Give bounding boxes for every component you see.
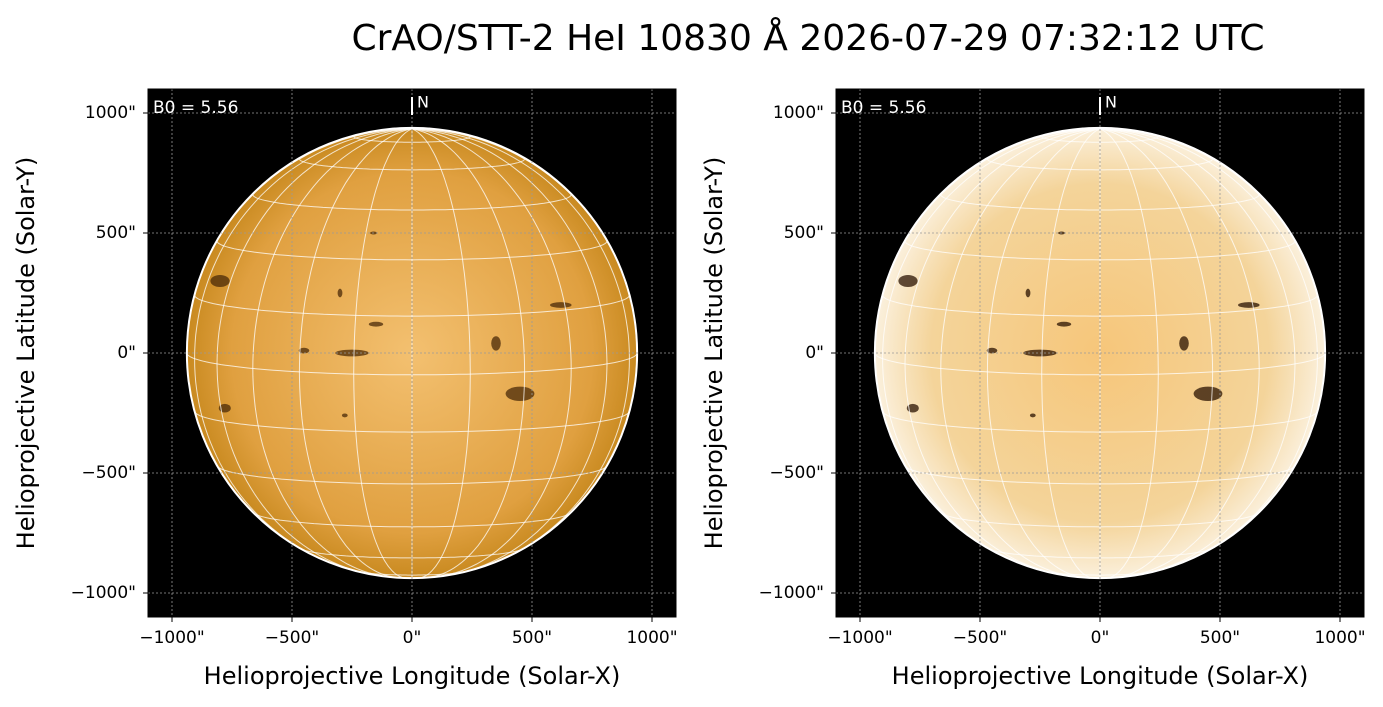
x-tick-label: −500" — [265, 628, 320, 648]
north-label: N — [417, 93, 429, 112]
heliographic-grid — [905, 465, 1295, 485]
x-axis-label: Helioprojective Longitude (Solar-X) — [892, 662, 1309, 690]
figure-title: CrAO/STT-2 HeI 10830 Å 2026-07-29 07:32:… — [351, 16, 1264, 59]
annotation: B0 = 5.56 — [153, 98, 238, 118]
heliographic-grid — [882, 411, 1318, 433]
north-label: N — [1105, 93, 1117, 112]
dark-feature — [1056, 321, 1072, 327]
heliographic-grid — [411, 128, 471, 579]
heliographic-grid — [194, 128, 413, 564]
heliographic-grid — [1099, 128, 1214, 578]
heliographic-grid — [216, 240, 608, 261]
dark-feature — [368, 321, 384, 327]
x-tick-label: −500" — [953, 628, 1008, 648]
y-tick-label: 500" — [784, 223, 824, 243]
dark-feature — [298, 347, 310, 354]
heliographic-grid — [1099, 128, 1318, 564]
heliographic-grid — [986, 128, 1101, 578]
dark-feature — [341, 413, 348, 418]
y-tick-label: 1000" — [773, 103, 824, 123]
heliographic-grid — [904, 128, 1101, 575]
axes-frame — [147, 88, 677, 618]
dark-feature — [986, 347, 998, 354]
heliographic-grid — [411, 128, 630, 564]
heliographic-grid — [194, 411, 630, 433]
dark-feature — [210, 275, 230, 287]
heliographic-grid — [1099, 128, 1159, 579]
dark-feature — [337, 288, 343, 298]
heliographic-grid — [411, 128, 526, 578]
x-tick-label: −1000" — [827, 628, 892, 648]
x-tick-label: 0" — [403, 628, 422, 648]
y-tick-label: 1000" — [85, 103, 136, 123]
heliographic-grid — [882, 294, 1318, 317]
dark-feature — [1238, 302, 1260, 308]
y-axis-label: Helioprojective Latitude (Solar-Y) — [700, 157, 728, 550]
y-tick-label: −500" — [81, 463, 136, 483]
y-tick-label: 500" — [96, 223, 136, 243]
heliographic-grid — [353, 128, 413, 579]
heliographic-grid — [904, 240, 1296, 261]
dark-feature — [491, 336, 501, 351]
y-tick-label: 0" — [805, 343, 824, 363]
dark-feature — [898, 275, 918, 287]
y-tick-label: −500" — [769, 463, 824, 483]
x-tick-label: 0" — [1091, 628, 1110, 648]
heliographic-grid — [1099, 128, 1260, 578]
axes-frame — [835, 88, 1365, 618]
x-axis-label: Helioprojective Longitude (Solar-X) — [204, 662, 621, 690]
dark-feature — [1029, 413, 1036, 418]
dark-feature — [1193, 386, 1223, 401]
y-tick-label: −1000" — [759, 583, 824, 603]
heliographic-grid — [1041, 128, 1101, 579]
heliographic-grid — [882, 128, 1101, 564]
annotation: B0 = 5.56 — [841, 98, 926, 118]
dark-feature — [550, 302, 572, 308]
y-axis-label: Helioprojective Latitude (Solar-Y) — [12, 157, 40, 550]
heliographic-grid — [216, 128, 413, 575]
x-tick-label: −1000" — [139, 628, 204, 648]
dark-feature — [1179, 336, 1189, 351]
dark-feature — [1025, 288, 1031, 298]
heliographic-grid — [298, 128, 413, 578]
y-tick-label: −1000" — [71, 583, 136, 603]
heliographic-grid — [194, 294, 630, 317]
heliographic-grid — [1099, 128, 1296, 575]
plot-area — [836, 89, 1364, 617]
x-tick-label: 1000" — [1314, 628, 1365, 648]
heliographic-grid — [217, 465, 607, 485]
y-tick-label: 0" — [117, 343, 136, 363]
heliographic-grid — [411, 128, 572, 578]
plot-area — [148, 89, 676, 617]
heliographic-grid — [411, 128, 608, 575]
dark-feature — [505, 386, 535, 401]
x-tick-label: 1000" — [626, 628, 677, 648]
x-tick-label: 500" — [512, 628, 552, 648]
x-tick-label: 500" — [1200, 628, 1240, 648]
